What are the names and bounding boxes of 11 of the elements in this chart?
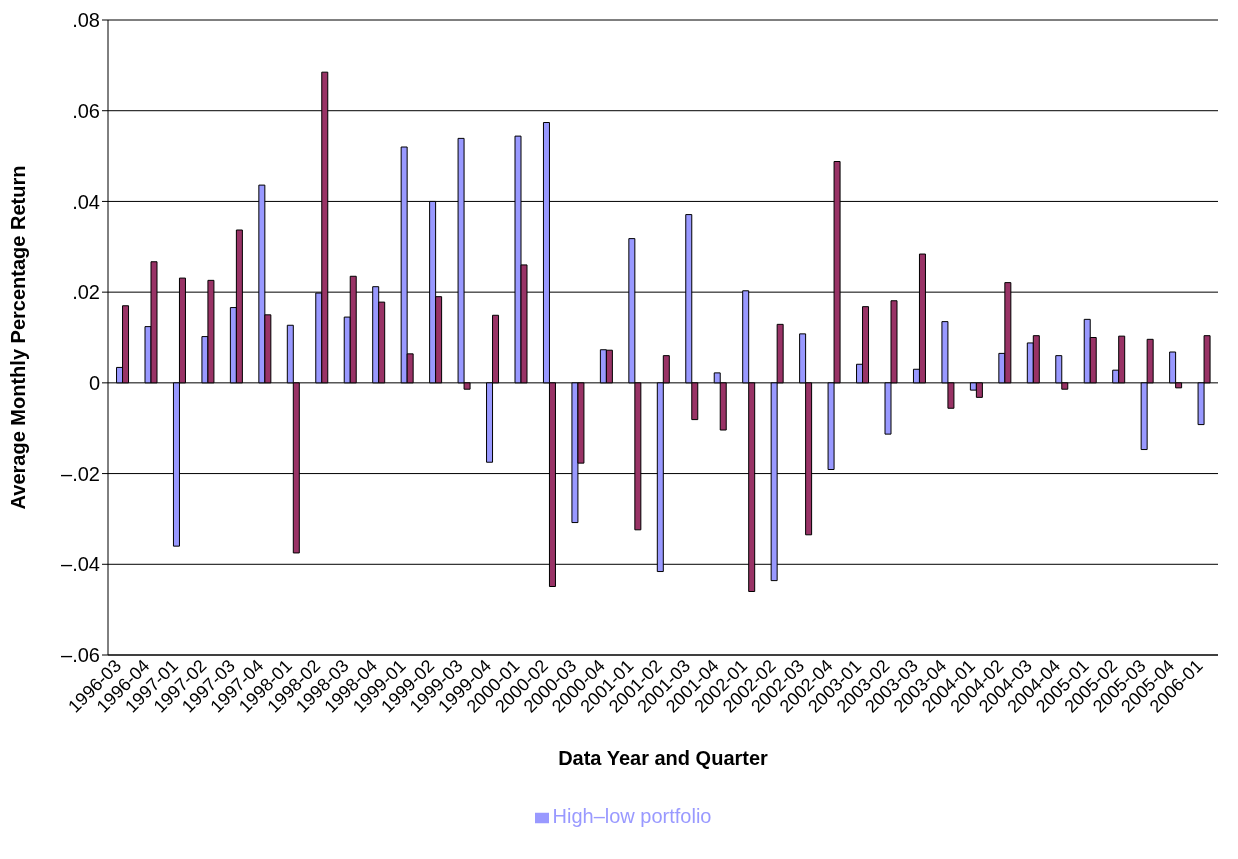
y-tick-label: .06	[72, 99, 100, 122]
x-axis-title: Data Year and Quarter	[558, 747, 769, 769]
y-tick-label: –.04	[61, 553, 100, 576]
y-tick-label: .08	[72, 9, 100, 32]
y-tick-label: –.06	[61, 644, 100, 667]
y-tick-label: –.02	[61, 462, 100, 485]
legend-label: High–low portfolio	[552, 805, 712, 827]
y-tick-label: .02	[72, 281, 100, 304]
y-tick-label: .04	[72, 190, 100, 213]
y-axis-title: Average Monthly Percentage Return	[7, 165, 30, 510]
y-tick-label: 0	[88, 371, 100, 394]
